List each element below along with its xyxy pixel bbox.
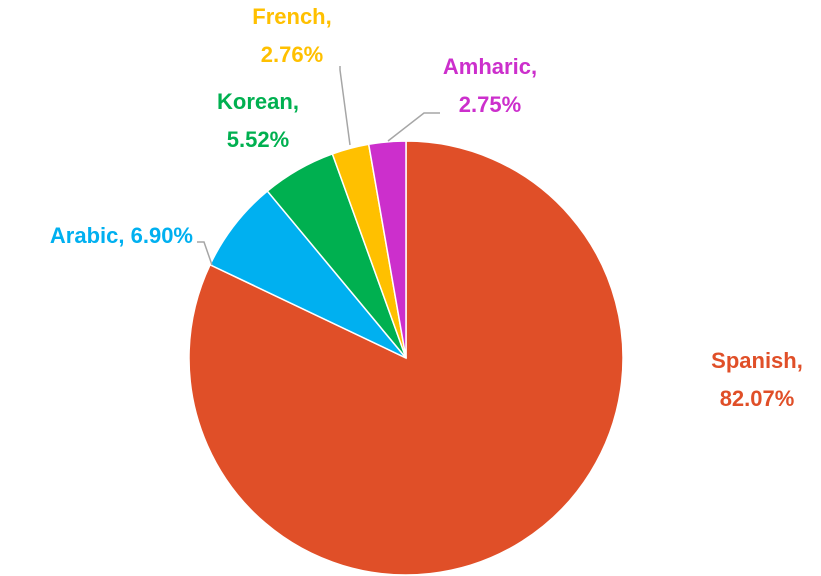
leader-line xyxy=(197,241,213,266)
data-label-line: French, xyxy=(252,4,331,29)
data-label: Korean, 5.52% xyxy=(217,89,299,152)
data-label-line: Arabic, 6.90% xyxy=(50,223,193,248)
leader-line xyxy=(339,66,351,146)
data-label-line: 5.52% xyxy=(227,127,289,152)
data-label-line: 2.76% xyxy=(261,42,323,67)
data-label: Amharic, 2.75% xyxy=(443,54,537,117)
data-label-line: Spanish, xyxy=(711,348,803,373)
data-label: Spanish, 82.07% xyxy=(711,348,803,411)
data-label-line: 2.75% xyxy=(459,92,521,117)
data-label-line: Korean, xyxy=(217,89,299,114)
data-label-line: Amharic, xyxy=(443,54,537,79)
data-label: French, 2.76% xyxy=(252,4,331,67)
leader-line xyxy=(387,112,440,142)
pie-slice xyxy=(367,140,407,359)
data-label: Arabic, 6.90% xyxy=(50,223,193,248)
data-label-line: 82.07% xyxy=(720,386,795,411)
